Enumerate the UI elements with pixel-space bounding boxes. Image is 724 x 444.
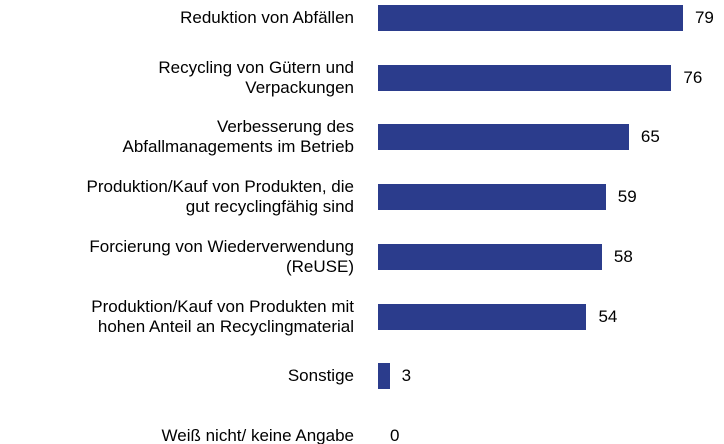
category-label: Recycling von Gütern und Verpackungen: [158, 57, 354, 97]
bar: [378, 5, 683, 31]
value-label: 54: [598, 306, 618, 326]
category-label: Verbesserung des Abfallmanagements im Be…: [122, 117, 354, 157]
value-label: 59: [617, 187, 637, 207]
value-label: 0: [390, 425, 400, 444]
bar: [378, 303, 587, 330]
category-label: Produktion/Kauf von Produkten mit hohen …: [91, 296, 354, 336]
bar: [378, 243, 602, 270]
value-label: 3: [401, 366, 412, 386]
category-label: Reduktion von Abfällen: [180, 8, 354, 27]
bar: [378, 363, 390, 390]
bar: [378, 184, 606, 211]
category-label: Forcierung von Wiederverwendung (ReUSE): [89, 236, 354, 276]
category-label: Produktion/Kauf von Produkten, die gut r…: [86, 177, 354, 217]
value-label: 79: [694, 8, 714, 27]
value-label: 76: [683, 67, 703, 87]
category-label: Sonstige: [287, 366, 354, 386]
bar: [378, 64, 672, 91]
value-label: 58: [613, 246, 633, 266]
value-label: 65: [640, 127, 660, 147]
category-label: Weiß nicht/ keine Angabe: [161, 425, 354, 444]
bar: [378, 124, 629, 151]
